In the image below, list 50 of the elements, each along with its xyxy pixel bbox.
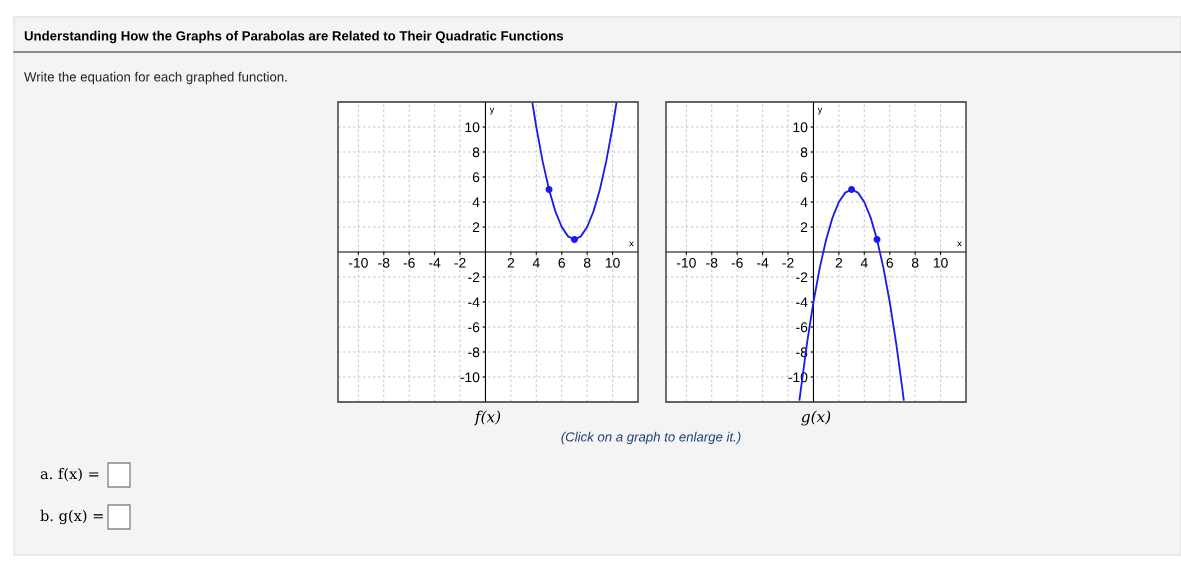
text: a. f(x) = — [40, 467, 99, 482]
text: f(x) — [473, 410, 501, 426]
y-tick-label: 2 — [472, 222, 480, 233]
x-tick-label: -2 — [782, 257, 794, 268]
x-tick-label: -2 — [454, 257, 466, 268]
chart-title: Understanding How the Graphs of Parabolas are Related to Their Quadratic Functions — [24, 30, 564, 44]
text: g(x) — [801, 410, 831, 426]
x-tick-label: -10 — [348, 257, 368, 268]
x-tick-label: 4 — [532, 258, 540, 268]
x-tick-label: 10 — [933, 257, 948, 268]
y-tick-label: -10 — [460, 372, 480, 383]
text: b. g(x) = — [40, 509, 103, 525]
x-tick-label: -4 — [757, 258, 769, 268]
y-axis-title: y — [489, 107, 495, 115]
y-tick-label: -4 — [796, 297, 808, 308]
y-tick-label: 2 — [800, 222, 808, 233]
y-tick-label: 6 — [800, 172, 808, 183]
line-series — [531, 102, 618, 241]
x-tick-label: 2 — [507, 257, 515, 268]
y-tick-label: -6 — [796, 322, 808, 333]
x-tick-label: -4 — [429, 258, 441, 268]
y-tick-label: -8 — [468, 347, 480, 358]
x-axis-title: x — [957, 241, 962, 247]
y-tick-label: 6 — [472, 172, 480, 183]
x-tick-label: 8 — [911, 257, 919, 268]
x-tick-label: -8 — [378, 257, 390, 268]
y-tick-label: -2 — [796, 272, 808, 283]
y-tick-label: 4 — [472, 197, 480, 208]
y-axis-title: y — [817, 107, 823, 115]
x-tick-label: 2 — [835, 257, 843, 268]
x-tick-label: -6 — [403, 257, 415, 268]
y-tick-label: 10 — [465, 122, 480, 133]
text: Write the equation for each graphed function. — [24, 71, 287, 85]
x-tick-label: -10 — [676, 257, 696, 268]
x-tick-label: 8 — [583, 257, 591, 268]
x-tick-label: 10 — [605, 257, 620, 268]
x-tick-label: 4 — [860, 258, 868, 268]
x-tick-label: -8 — [706, 257, 718, 268]
x-tick-label: -6 — [731, 257, 743, 268]
x-axis-title: x — [629, 241, 634, 247]
y-tick-label: 4 — [800, 197, 808, 208]
y-tick-label: 8 — [800, 147, 808, 158]
y-tick-label: -4 — [468, 297, 480, 308]
y-tick-label: -6 — [468, 322, 480, 333]
x-tick-label: 6 — [886, 257, 893, 268]
y-tick-label: 10 — [793, 122, 808, 133]
text: (Click on a graph to enlarge it.) — [561, 431, 741, 445]
x-tick-label: 6 — [558, 257, 565, 268]
y-tick-label: -2 — [468, 272, 480, 283]
y-tick-label: 8 — [472, 147, 480, 158]
